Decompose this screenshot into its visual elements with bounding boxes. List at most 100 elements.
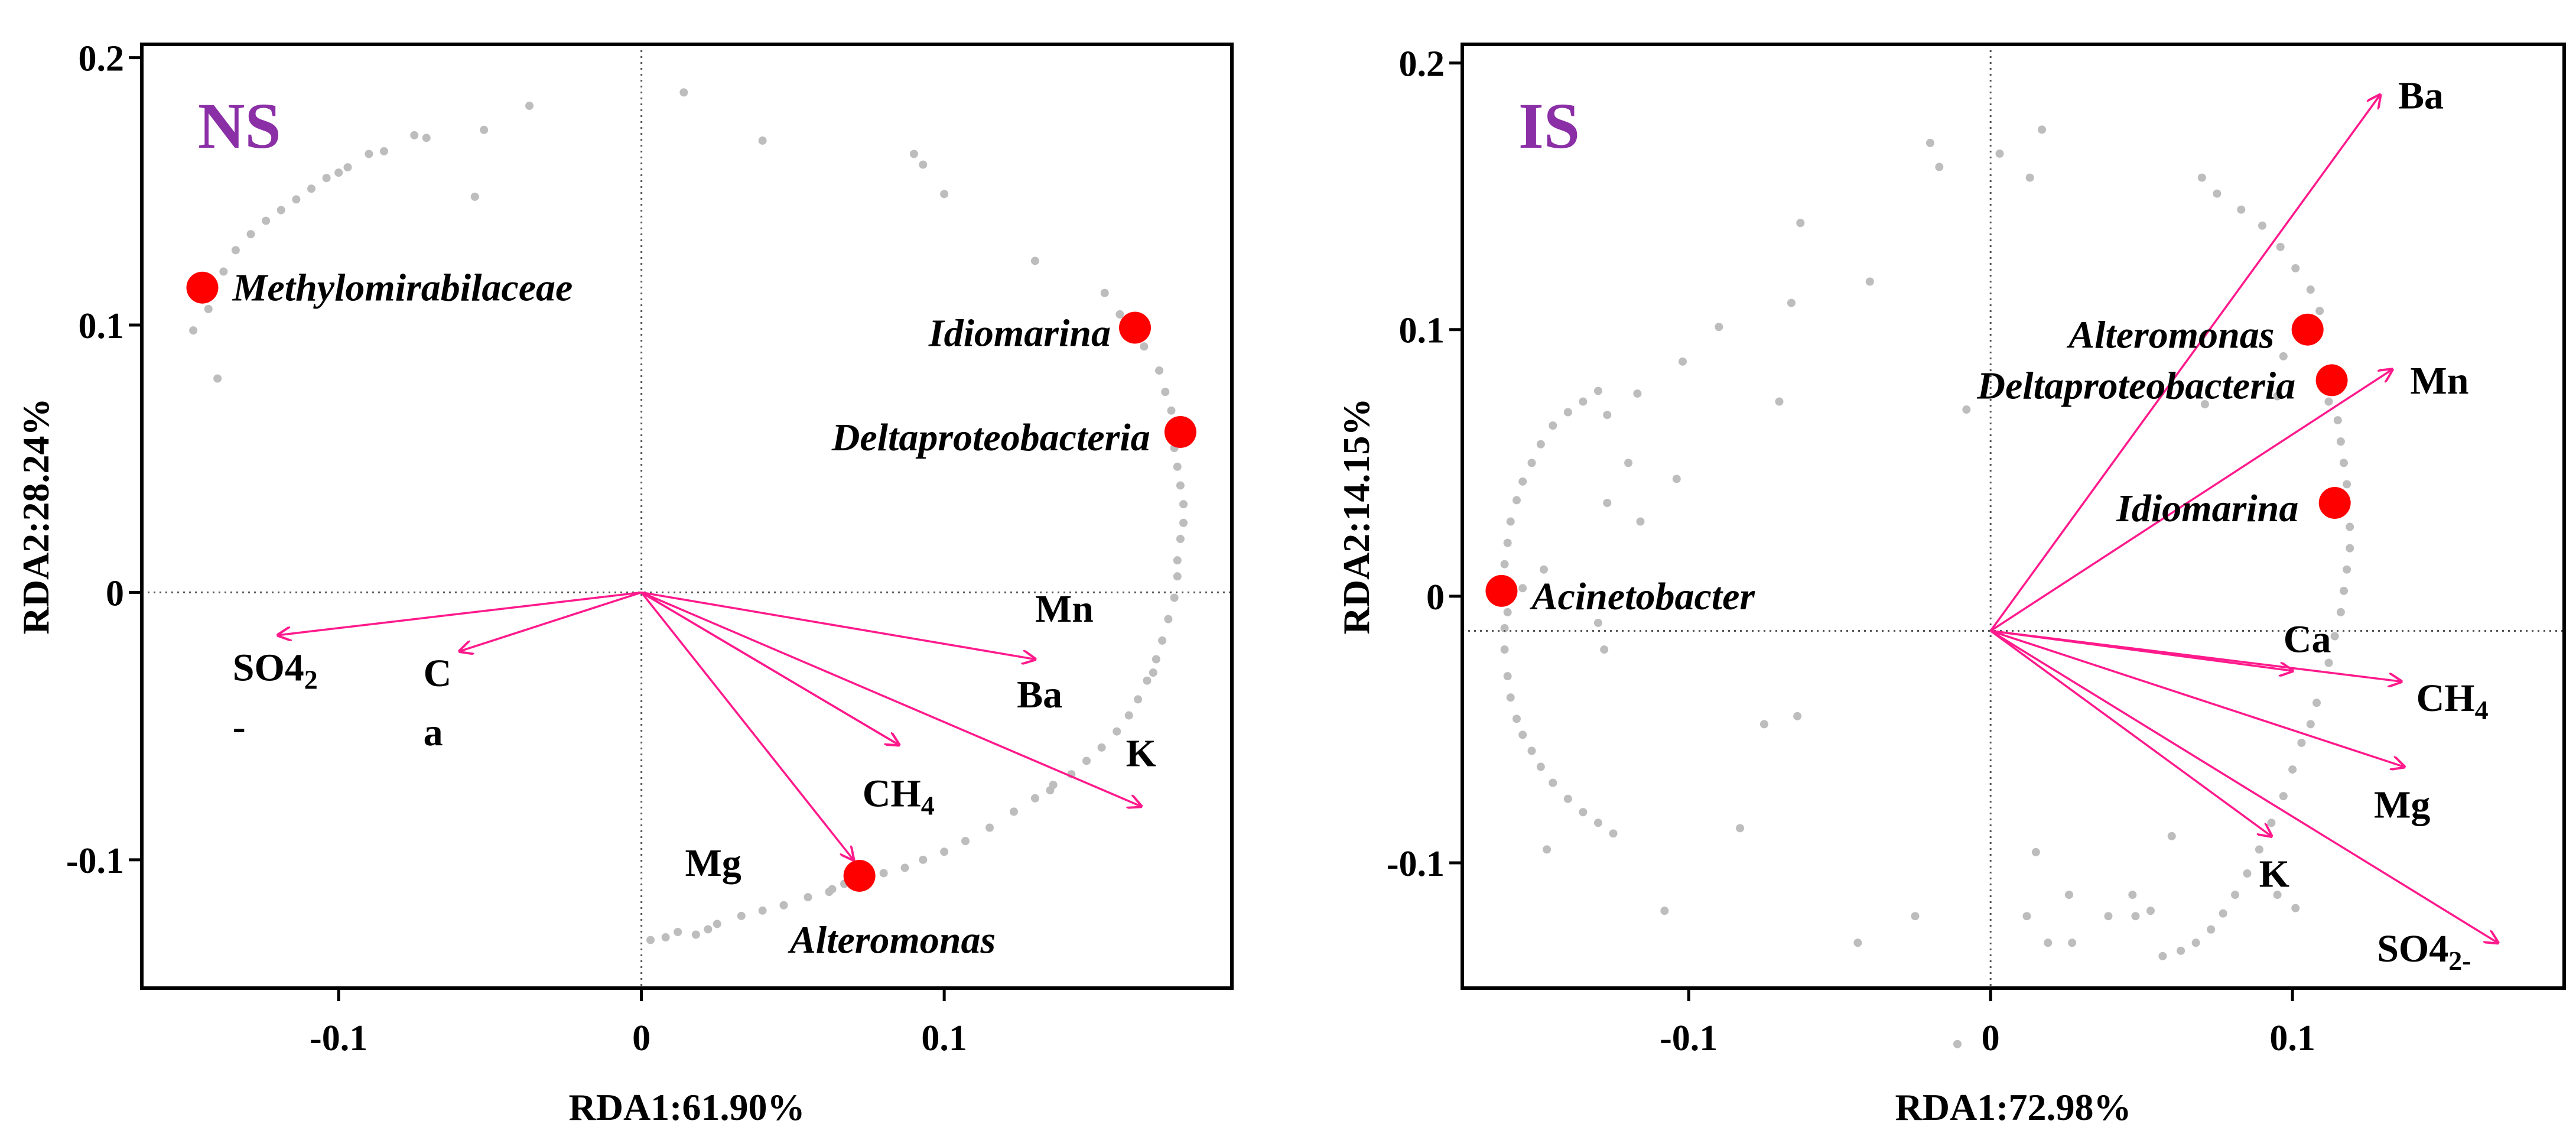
species-point — [525, 102, 534, 111]
species-point — [322, 174, 331, 183]
vector-name: SO4 — [2377, 927, 2448, 970]
ns-panel: SO42 - Ca Mn Ba K CH4 Mg Methylomirabilaceae Idio… — [15, 39, 1234, 1128]
taxon-label: Acinetobacter — [1530, 575, 1756, 618]
vector-arrow-c — [460, 591, 642, 651]
species-point — [661, 933, 670, 942]
species-point — [2197, 173, 2206, 182]
species-point — [2258, 221, 2267, 230]
x-tick-label: 0.1 — [2269, 1018, 2315, 1058]
species-point — [2330, 632, 2339, 641]
species-point — [2346, 522, 2354, 531]
species-point — [2306, 285, 2315, 294]
vector-name: Mg — [2374, 783, 2430, 826]
x-tick-label: -0.1 — [1660, 1018, 1718, 1058]
taxon-label: Idiomarina — [2116, 487, 2298, 530]
species-point — [1796, 219, 1805, 228]
species-point — [758, 136, 767, 145]
species-point — [2340, 459, 2348, 467]
species-point — [380, 147, 388, 155]
vector-label: SO42 — [233, 647, 318, 695]
vector-name: CH — [863, 772, 921, 815]
vector-name: Ba — [2398, 74, 2444, 117]
species-point — [779, 901, 788, 910]
vector-name: CH — [2416, 677, 2475, 720]
vector-arrow-ba — [1989, 95, 2380, 632]
species-point — [2177, 946, 2185, 955]
species-point — [704, 925, 713, 934]
species-point — [1953, 1040, 1962, 1048]
species-point — [2312, 699, 2321, 707]
species-point — [2207, 925, 2216, 934]
species-point — [679, 88, 688, 97]
plot-frame — [1461, 43, 2566, 990]
species-point — [1679, 357, 1687, 366]
taxon-marker — [2318, 486, 2351, 519]
vector-arrow-mn — [1990, 369, 2392, 632]
species-point — [219, 267, 228, 276]
species-point — [1593, 618, 1602, 627]
y-tick-label: 0.2 — [79, 39, 125, 79]
species-point — [2346, 544, 2354, 553]
species-point — [1563, 794, 1572, 803]
species-point — [1865, 277, 1874, 286]
species-point — [1161, 388, 1170, 397]
species-point — [262, 216, 271, 225]
taxon-marker — [1119, 311, 1151, 344]
vector-name: Ca — [2284, 618, 2331, 661]
species-point — [2273, 891, 2282, 899]
species-point — [1167, 406, 1176, 415]
species-point — [713, 920, 721, 928]
species-point — [1624, 459, 1633, 467]
is-panel: Ba Mn Ca CH4 Mg K SO42- Alteromonas Deltaproteob… — [1335, 43, 2566, 1128]
species-point — [2343, 480, 2351, 489]
taxon-label: Idiomarina — [928, 312, 1111, 355]
species-point — [2219, 909, 2227, 918]
species-point — [1030, 256, 1039, 265]
species-point — [1500, 645, 1509, 654]
vector-arrow-k — [640, 591, 1141, 806]
species-point — [1549, 421, 1557, 430]
x-tick-label: 0 — [1982, 1018, 2000, 1058]
vector-arrow-so4 — [1990, 629, 2497, 943]
species-point — [2158, 951, 2167, 960]
vector-label: CH4 — [863, 772, 935, 820]
species-point — [919, 855, 928, 864]
species-point — [2336, 608, 2345, 616]
species-point — [2191, 938, 2200, 947]
species-point — [1793, 712, 1802, 720]
species-point — [2336, 437, 2345, 446]
vector-arrow-mg — [640, 592, 854, 859]
species-point — [1170, 593, 1179, 602]
species-point — [307, 184, 316, 193]
species-point — [1527, 746, 1536, 755]
vector-name: Mg — [685, 842, 741, 885]
species-point — [1600, 645, 1609, 654]
species-point — [1636, 517, 1645, 526]
vector-name: K — [1126, 732, 1156, 775]
species-point — [1787, 298, 1796, 307]
species-point — [1995, 149, 2004, 158]
species-point — [1082, 756, 1091, 765]
y-tick-label: 0 — [1426, 577, 1445, 618]
species-point — [1853, 938, 1862, 947]
x-axis-title: RDA1:72.98% — [1895, 1086, 2132, 1128]
species-point — [2291, 264, 2300, 272]
taxon-label: Alteromonas — [2066, 314, 2274, 357]
x-axis-title: RDA1:61.90% — [569, 1086, 805, 1128]
y-tick-label: 0.1 — [79, 306, 125, 346]
species-point — [1736, 824, 1745, 833]
species-point — [758, 906, 767, 915]
y-axis-title: RDA2:14.15% — [1335, 398, 1377, 635]
vector-label: K — [2259, 853, 2289, 896]
species-point — [1579, 397, 1588, 406]
species-point — [2038, 125, 2047, 134]
species-point — [1046, 786, 1055, 795]
species-point — [1759, 720, 1768, 729]
species-point — [1563, 408, 1572, 417]
species-point — [2273, 392, 2282, 401]
species-point — [825, 888, 834, 897]
species-point — [231, 246, 240, 255]
species-point — [879, 869, 888, 878]
species-point — [422, 134, 431, 142]
